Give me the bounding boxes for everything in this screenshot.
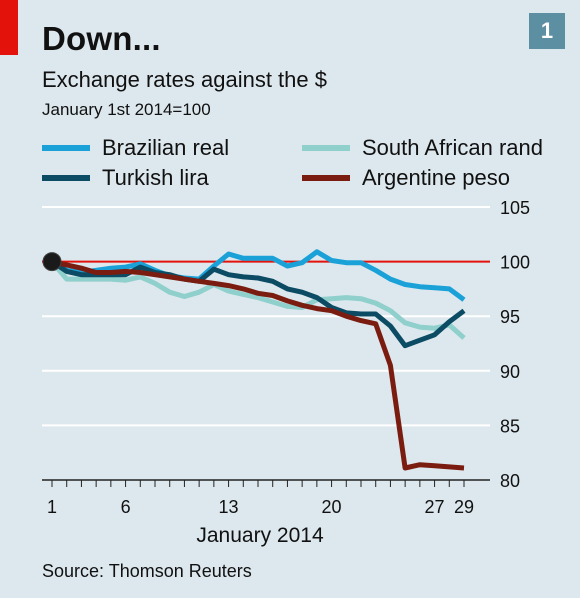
source-note: Source: Thomson Reuters <box>42 561 252 581</box>
series-line-turkish-lira <box>50 259 466 349</box>
legend-item-turkish-lira: Turkish lira <box>42 165 209 191</box>
series-line-south-african-rand <box>50 259 466 340</box>
legend-label: Turkish lira <box>102 165 209 190</box>
y-tick-label: 90 <box>500 362 520 382</box>
legend-swatch <box>42 175 90 181</box>
chart-base-note: January 1st 2014=100 <box>42 100 211 119</box>
legend-item-brazilian-real: Brazilian real <box>42 135 229 161</box>
legend-swatch <box>302 175 350 181</box>
y-tick-label: 95 <box>500 307 520 327</box>
legend-label: Argentine peso <box>362 165 510 190</box>
red-tab-accent <box>0 0 18 55</box>
y-tick-label: 105 <box>500 198 530 218</box>
legend-swatch <box>42 145 90 151</box>
legend-swatch <box>302 145 350 151</box>
legend-label: South African rand <box>362 135 544 160</box>
legend-label: Brazilian real <box>102 135 230 160</box>
x-tick-label: 27 <box>425 497 445 517</box>
chart-subtitle: Exchange rates against the $ <box>42 67 327 92</box>
x-axis-title: January 2014 <box>196 524 324 547</box>
series-line-argentine-peso <box>51 259 465 471</box>
series-line-brazilian-real <box>50 249 466 302</box>
start-point-marker <box>42 252 62 272</box>
x-tick-label: 29 <box>454 497 474 517</box>
chart-number-badge: 1 <box>529 13 565 49</box>
x-tick-label: 6 <box>121 497 131 517</box>
x-tick-label: 20 <box>322 497 342 517</box>
x-tick-label: 1 <box>47 497 57 517</box>
y-tick-label: 80 <box>500 471 520 491</box>
x-tick-label: 13 <box>219 497 239 517</box>
legend-item-argentine-peso: Argentine peso <box>302 165 510 191</box>
y-tick-label: 100 <box>500 253 530 273</box>
y-tick-label: 85 <box>500 416 520 436</box>
chart-title: Down... <box>42 20 161 57</box>
legend-item-south-african-rand: South African rand <box>302 135 543 161</box>
